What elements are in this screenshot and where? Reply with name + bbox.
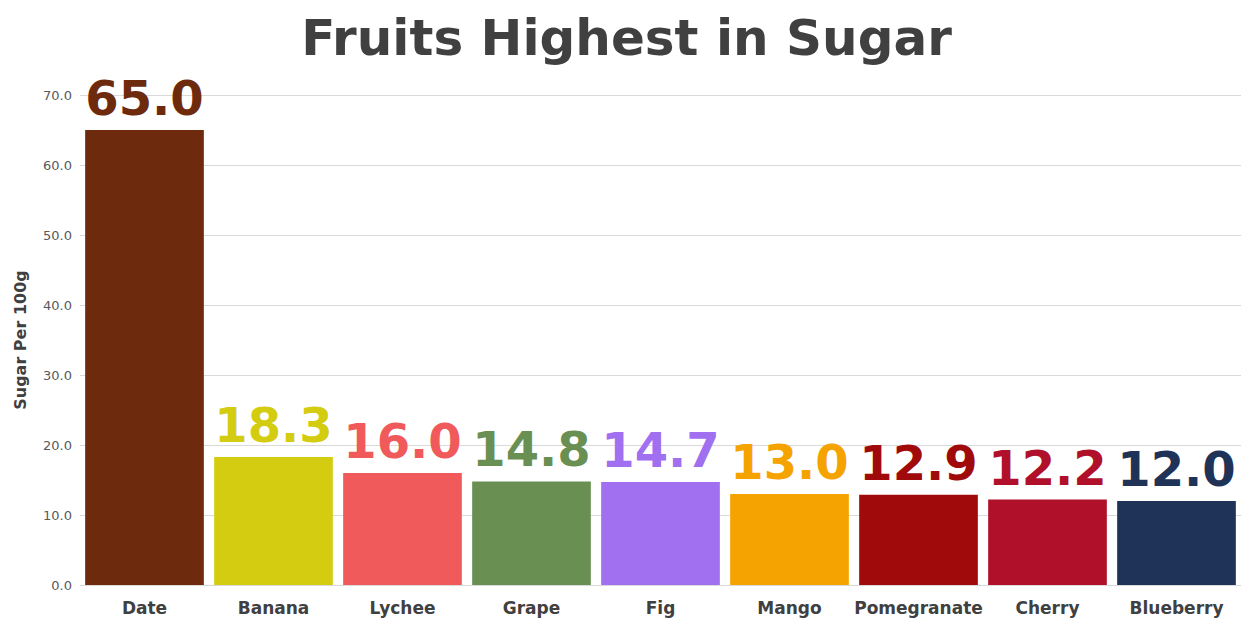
svg-text:30.0: 30.0 bbox=[43, 368, 72, 383]
svg-text:14.7: 14.7 bbox=[601, 422, 719, 478]
svg-text:Blueberry: Blueberry bbox=[1130, 598, 1224, 618]
svg-text:0.0: 0.0 bbox=[51, 578, 72, 593]
svg-text:40.0: 40.0 bbox=[43, 298, 72, 313]
svg-text:Banana: Banana bbox=[238, 598, 310, 618]
svg-text:50.0: 50.0 bbox=[43, 228, 72, 243]
svg-text:12.2: 12.2 bbox=[988, 440, 1106, 496]
svg-text:Pomegranate: Pomegranate bbox=[854, 598, 983, 618]
svg-text:20.0: 20.0 bbox=[43, 438, 72, 453]
svg-text:Fruits Highest in Sugar: Fruits Highest in Sugar bbox=[301, 9, 952, 67]
svg-text:Cherry: Cherry bbox=[1016, 598, 1080, 618]
svg-text:13.0: 13.0 bbox=[730, 434, 848, 490]
svg-text:Date: Date bbox=[122, 598, 167, 618]
svg-text:12.9: 12.9 bbox=[859, 435, 977, 491]
svg-text:10.0: 10.0 bbox=[43, 508, 72, 523]
svg-text:Sugar Per 100g: Sugar Per 100g bbox=[11, 270, 30, 410]
svg-text:14.8: 14.8 bbox=[472, 421, 590, 477]
svg-text:60.0: 60.0 bbox=[43, 158, 72, 173]
svg-text:Grape: Grape bbox=[503, 598, 561, 618]
svg-text:Mango: Mango bbox=[757, 598, 821, 618]
svg-text:16.0: 16.0 bbox=[343, 413, 461, 469]
svg-text:18.3: 18.3 bbox=[214, 397, 332, 453]
svg-text:12.0: 12.0 bbox=[1117, 441, 1235, 497]
svg-text:70.0: 70.0 bbox=[43, 88, 72, 103]
svg-text:65.0: 65.0 bbox=[85, 70, 203, 126]
svg-text:Fig: Fig bbox=[646, 598, 676, 618]
svg-text:Lychee: Lychee bbox=[370, 598, 436, 618]
